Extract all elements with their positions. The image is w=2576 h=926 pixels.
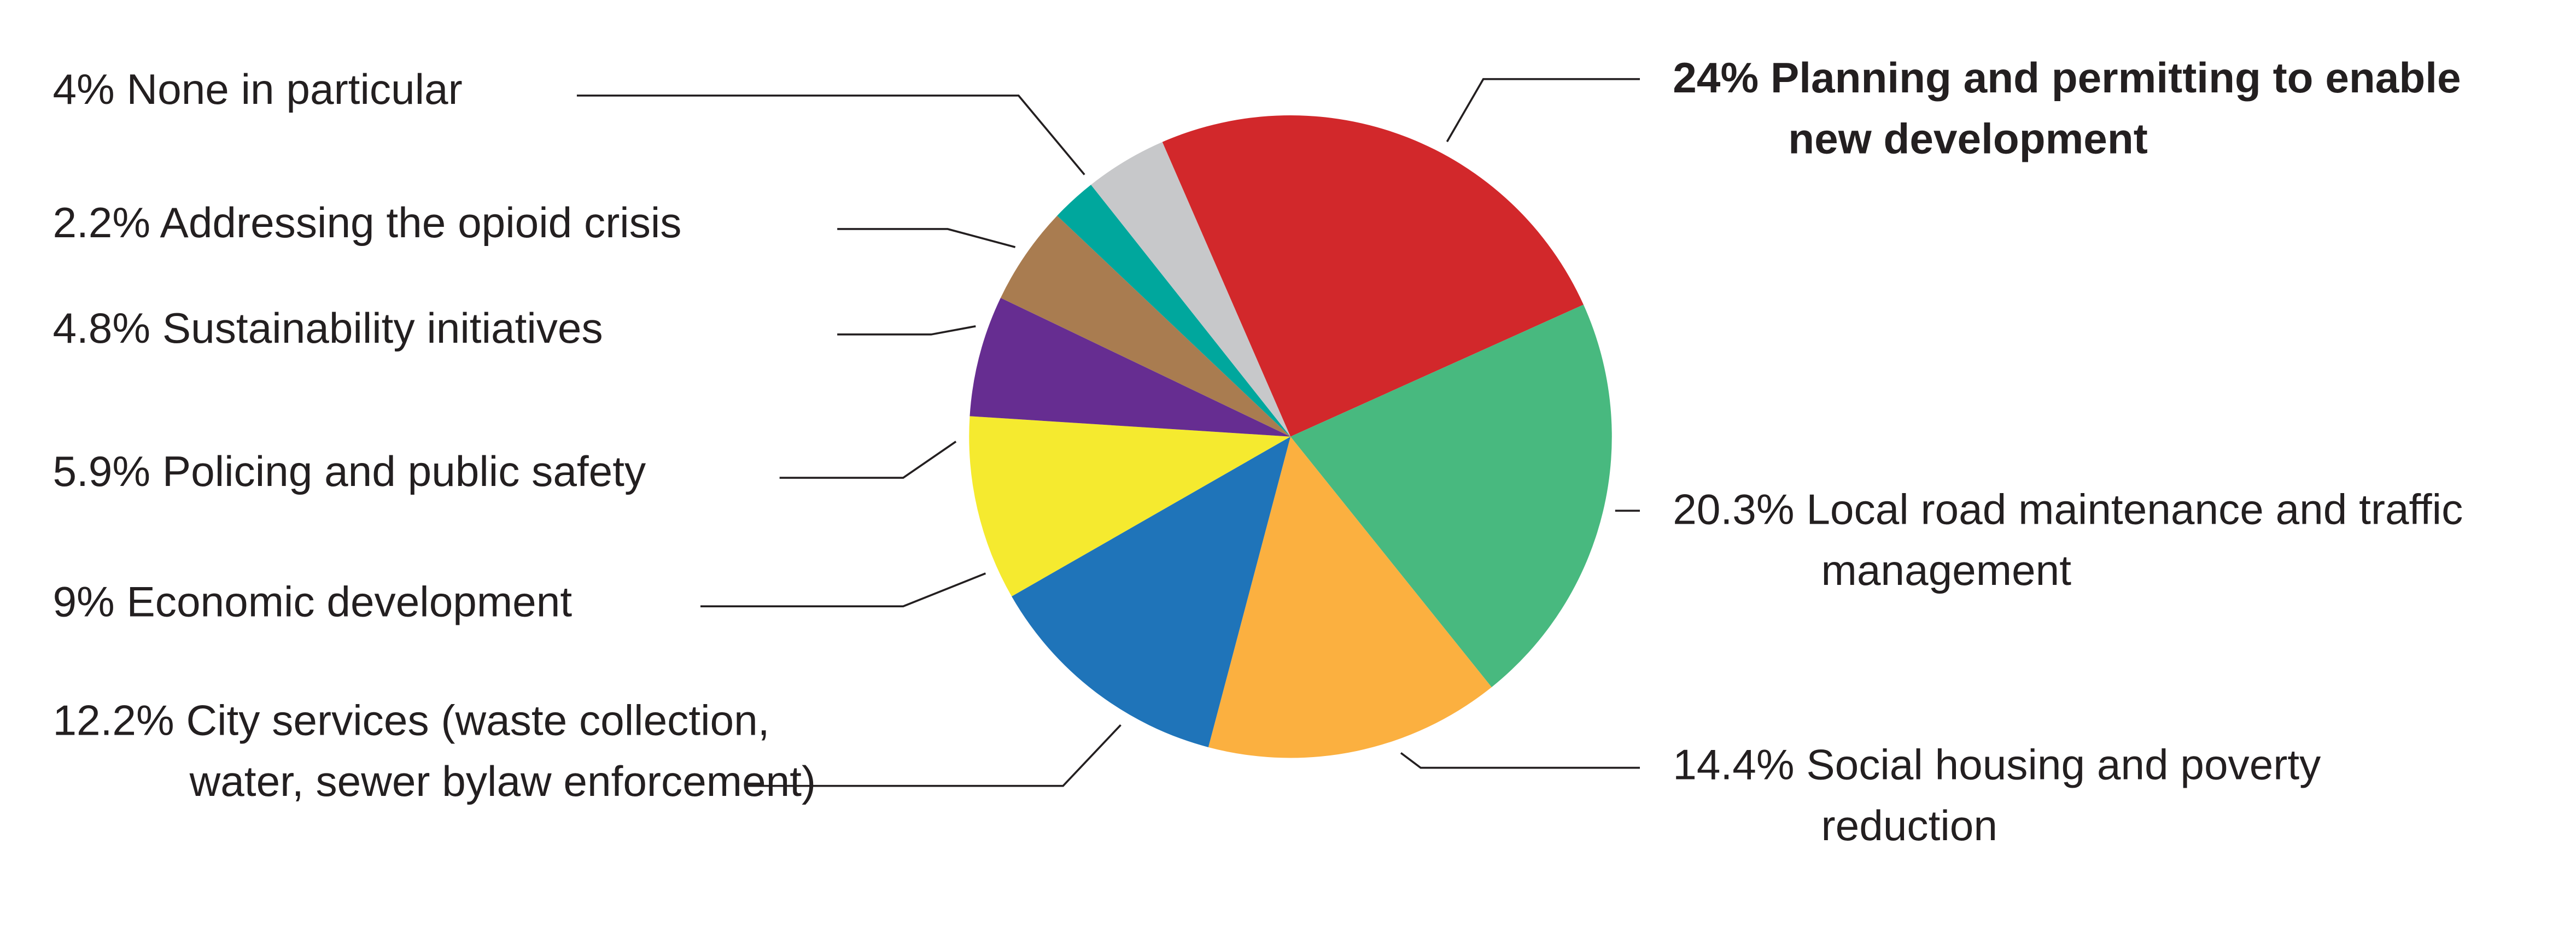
value-label: 14.4%: [1673, 740, 1795, 789]
value-label: 2.2%: [52, 197, 151, 248]
category-label: Planning and permitting to enable new de…: [1770, 52, 2461, 163]
leader-line: [779, 441, 957, 479]
leader-line: [745, 724, 1121, 787]
leader-line: [837, 228, 1016, 248]
value-label: 20.3%: [1673, 484, 1795, 534]
pie-slice: [1091, 142, 1291, 437]
value-label: 12.2%: [52, 695, 174, 745]
pie-slice: [1290, 304, 1612, 688]
pie-slice: [1057, 184, 1291, 437]
value-label: 9%: [52, 576, 115, 626]
pie-slice: [1012, 436, 1291, 747]
slice-label: 5.9% Policing and public safety: [52, 442, 646, 503]
category-label: Local road maintenance and traffic manag…: [1806, 484, 2463, 595]
pie-slice: [1162, 115, 1584, 437]
pie-slice: [1000, 215, 1291, 437]
category-label: Economic development: [126, 576, 573, 626]
category-label: Social housing and poverty reduction: [1806, 740, 2321, 851]
value-label: 24%: [1673, 52, 1759, 102]
leader-lines: [576, 78, 1640, 787]
slice-label: 4% None in particular: [52, 60, 462, 121]
category-label: None in particular: [126, 64, 463, 114]
leader-line: [576, 95, 1085, 175]
value-label: 5.9%: [52, 446, 151, 496]
category-label: Sustainability initiatives: [162, 303, 603, 353]
value-label: 4.8%: [52, 303, 151, 353]
slices: [969, 115, 1612, 758]
leader-line: [1400, 752, 1640, 769]
leader-line: [700, 572, 986, 607]
category-label: Policing and public safety: [162, 446, 646, 496]
category-label: Addressing the opioid crisis: [160, 197, 682, 248]
slice-label: 4.8% Sustainability initiatives: [52, 298, 603, 360]
slice-label: 9% Economic development: [52, 572, 572, 633]
category-label: City services (waste collection, water, …: [186, 695, 816, 806]
pie-slice: [969, 297, 1291, 437]
slice-label: 2.2% Addressing the opioid crisis: [52, 193, 681, 254]
value-label: 4%: [52, 64, 115, 114]
slice-label: 14.4% Social housing and poverty reducti…: [1673, 735, 2381, 857]
leader-line: [1446, 78, 1640, 143]
pie-slice: [969, 416, 1291, 597]
slice-label: 12.2% City services (waste collection, w…: [52, 690, 865, 812]
slice-label: 24% Planning and permitting to enable ne…: [1673, 48, 2530, 169]
leader-line: [837, 325, 976, 336]
slice-label: 20.3% Local road maintenance and traffic…: [1673, 479, 2576, 601]
pie-slice: [1208, 436, 1492, 758]
